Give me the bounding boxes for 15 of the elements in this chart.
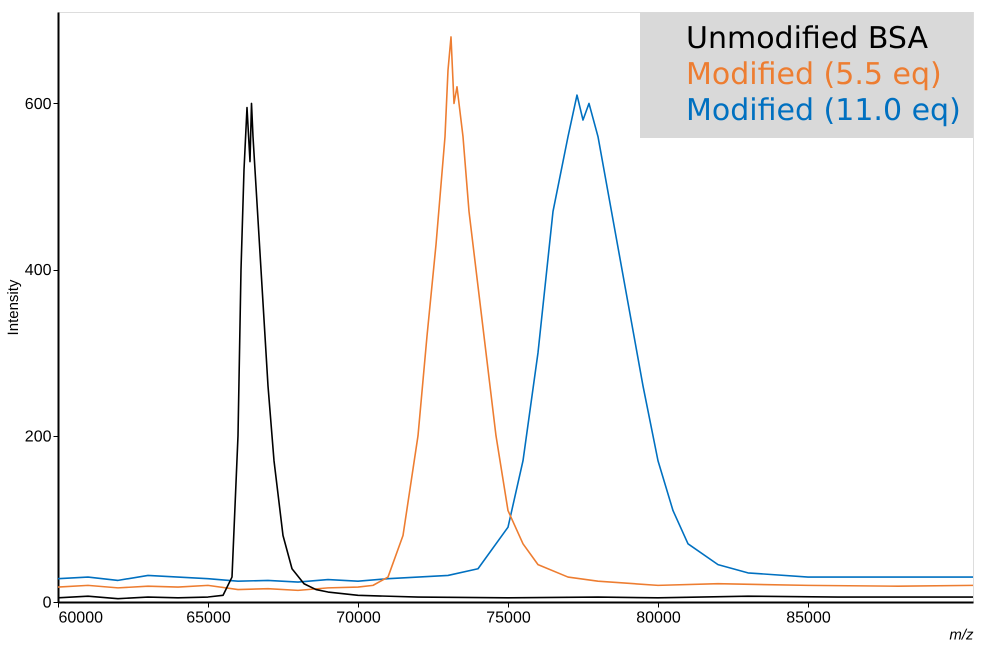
text: Modified (5.5 eq) xyxy=(686,57,942,92)
x-tick-label: 60000 xyxy=(58,610,104,626)
y-tick-label: 0 xyxy=(42,594,52,612)
x-tick-label: 75000 xyxy=(486,610,531,626)
x-tick-label: 85000 xyxy=(786,610,831,626)
text: Modified (11.0 eq) xyxy=(686,93,961,128)
y-tick-label: 200 xyxy=(24,428,52,446)
x-tick-label: 70000 xyxy=(336,610,381,626)
x-axis-title: m/z xyxy=(949,626,974,644)
y-axis-title: Intensity xyxy=(4,279,22,336)
x-tick-label: 80000 xyxy=(636,610,681,626)
x-tick-label: 65000 xyxy=(186,610,231,626)
y-tick-label: 400 xyxy=(24,262,52,280)
text: Unmodified BSA xyxy=(686,21,929,56)
y-tick-label: 600 xyxy=(24,96,52,113)
